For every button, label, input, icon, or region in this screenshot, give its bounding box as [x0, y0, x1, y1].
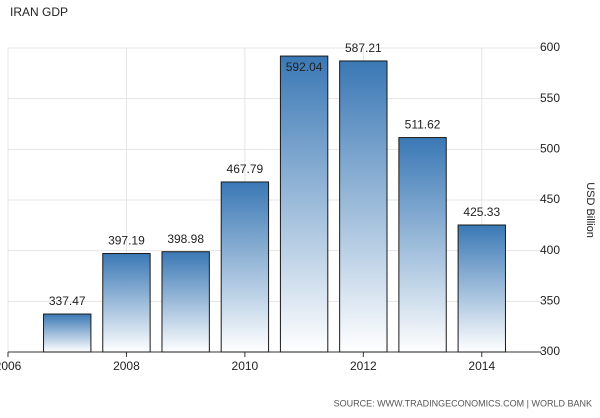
y-axis-label: USD Billion: [584, 182, 596, 238]
bar: [457, 224, 506, 353]
chart-title: IRAN GDP: [10, 5, 68, 19]
value-label: 467.79: [227, 162, 264, 176]
bar: [161, 251, 210, 353]
bar: [339, 60, 388, 353]
bar: [279, 55, 329, 353]
x-tick-label: 2014: [468, 359, 495, 373]
x-tick-label: 2006: [0, 359, 22, 373]
y-tick-label: 600: [540, 40, 560, 54]
value-label: 587.21: [345, 41, 382, 55]
y-tick-label: 350: [540, 294, 560, 308]
value-label: 337.47: [49, 294, 86, 308]
bar: [398, 137, 447, 353]
y-tick-label: 400: [540, 243, 560, 257]
value-label: 592.04: [286, 60, 323, 74]
bar: [220, 181, 270, 353]
x-tick-label: 2012: [350, 359, 377, 373]
value-label: 425.33: [463, 205, 500, 219]
x-tick-label: 2008: [113, 359, 140, 373]
value-label: 511.62: [405, 118, 441, 132]
x-tick-label: 2010: [232, 359, 259, 373]
y-tick-label: 500: [540, 142, 560, 156]
value-label: 397.19: [108, 234, 145, 248]
y-tick-label: 300: [540, 344, 560, 358]
value-label: 398.98: [167, 232, 204, 246]
y-tick-label: 550: [540, 91, 560, 105]
source: SOURCE: WWW.TRADINGECONOMICS.COM | WORLD…: [334, 398, 592, 408]
bar: [43, 313, 92, 353]
y-tick-label: 450: [540, 192, 560, 206]
bar: [102, 253, 151, 353]
